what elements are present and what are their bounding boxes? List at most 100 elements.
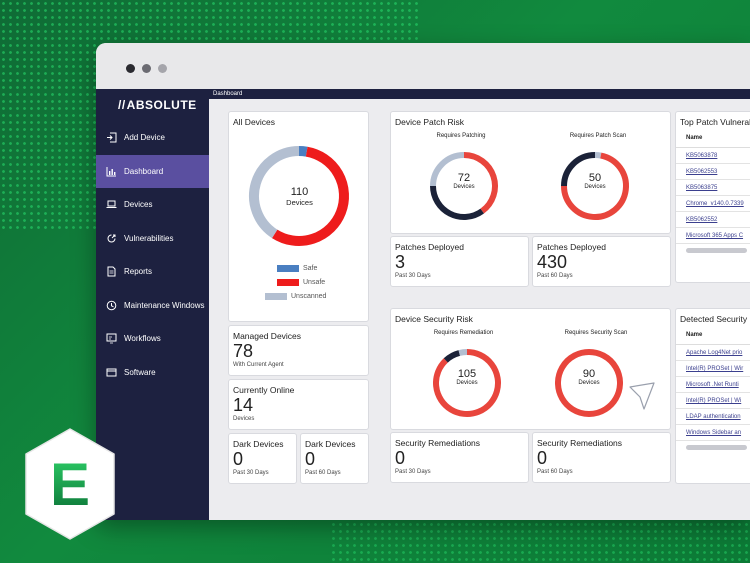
card-title: Patches Deployed: [395, 242, 464, 252]
currently-online-card[interactable]: Currently Online 14 Devices: [228, 379, 369, 430]
remediation-unit: Devices: [456, 380, 478, 386]
table-row[interactable]: LDAP authentication: [676, 409, 750, 425]
table-row[interactable]: KB5063875: [676, 180, 750, 196]
sidebar: // ABSOLUTE Add Device Dashboard Devices Vu…: [96, 89, 209, 520]
window-control-dot[interactable]: [158, 64, 167, 73]
card-title: Dark Devices: [305, 439, 356, 449]
card-title: Currently Online: [233, 385, 295, 395]
card-title: Patches Deployed: [537, 242, 606, 252]
remediation-count: 105: [457, 368, 477, 380]
remed30-count: 0: [395, 448, 406, 468]
sidebar-item-label: Software: [124, 367, 156, 377]
donut-total: 110: [290, 186, 309, 198]
sidebar-item-vulnerabilities[interactable]: Vulnerabilities: [96, 222, 209, 256]
donut-total-label: Devices: [286, 198, 313, 207]
card-title: Dark Devices: [233, 439, 284, 449]
detected-security-card[interactable]: Detected Security Name Apache Log4Net pr…: [675, 308, 750, 484]
top-patch-vulnerabilities-card[interactable]: Top Patch Vulnerab Name KB5063878 KB50625…: [675, 111, 750, 283]
sidebar-item-workflows[interactable]: Workflows: [96, 322, 209, 356]
donut-segment-grey: [594, 152, 602, 159]
sidebar-item-devices[interactable]: Devices: [96, 188, 209, 222]
table-row[interactable]: KB5062552: [676, 212, 750, 228]
managed-subtitle: With Current Agent: [233, 362, 284, 368]
donut-segment-navy: [443, 350, 461, 363]
all-devices-card[interactable]: All Devices 110 Devices Safe Unsafe: [228, 111, 369, 322]
horizontal-scrollbar[interactable]: [686, 248, 747, 253]
remed30-subtitle: Past 30 Days: [395, 469, 431, 475]
requires-patch-scan-label: Requires Patch Scan: [569, 133, 627, 139]
donut-segment-unsafe: [271, 146, 349, 246]
page-title-bar: Dashboard: [209, 89, 750, 99]
sidebar-item-reports[interactable]: Reports: [96, 255, 209, 289]
sidebar-item-software[interactable]: Software: [96, 356, 209, 390]
e-hexagon-badge: E: [25, 428, 115, 540]
all-devices-donut: [249, 146, 349, 246]
table-row[interactable]: Microsoft 365 Apps C: [676, 228, 750, 244]
table-header-name: Name: [676, 324, 750, 345]
table-row[interactable]: Chrome_v140.0.7339: [676, 196, 750, 212]
security-risk-donuts: [433, 349, 623, 417]
mouse-cursor-icon: [629, 382, 655, 410]
table-row[interactable]: Windows Sidebar an: [676, 425, 750, 441]
table-row[interactable]: Intel(R) PROSet | Wi: [676, 393, 750, 409]
table-row[interactable]: Microsoft .Net Runti: [676, 377, 750, 393]
legend-swatch-unsafe: [277, 279, 299, 286]
sidebar-item-label: Devices: [124, 200, 153, 210]
card-title: Security Remediations: [395, 438, 481, 448]
window-titlebar: [96, 43, 750, 89]
remed60-subtitle: Past 60 Days: [537, 469, 573, 475]
managed-count: 78: [233, 341, 254, 361]
security-scan-unit: Devices: [578, 380, 600, 386]
sidebar-item-dashboard[interactable]: Dashboard: [96, 154, 209, 188]
table-row[interactable]: Apache Log4Net prio: [676, 345, 750, 361]
device-patch-risk-card[interactable]: Device Patch Risk Requires Patching Requ…: [390, 111, 671, 234]
donut-segment-red: [463, 152, 498, 214]
page-title: Dashboard: [213, 91, 243, 97]
patch-scan-count: 50: [588, 172, 602, 184]
patches30-count: 3: [395, 252, 406, 272]
table-row[interactable]: Intel(R) PROSet | Wir: [676, 361, 750, 377]
absolute-logo[interactable]: // ABSOLUTE: [96, 89, 209, 121]
card-title: Security Remediations: [537, 438, 623, 448]
requires-remediation-label: Requires Remediation: [433, 330, 494, 336]
logo-slash: //: [118, 98, 126, 112]
dark-devices-60-card[interactable]: Dark Devices 0 Past 60 Days: [300, 433, 369, 484]
window-control-dot[interactable]: [126, 64, 135, 73]
dark60-count: 0: [305, 449, 316, 469]
card-title: Detected Security: [680, 314, 748, 324]
patching-unit: Devices: [453, 184, 475, 190]
sidebar-item-label: Dashboard: [124, 166, 164, 176]
donut-segment-unscanned: [249, 146, 300, 239]
donut-segment-navy: [430, 185, 484, 220]
patches-deployed-30-card[interactable]: Patches Deployed 3 Past 30 Days: [390, 236, 529, 287]
table-row[interactable]: KB5062553: [676, 164, 750, 180]
clock-icon: [106, 300, 117, 311]
security-remediations-60-card[interactable]: Security Remediations 0 Past 60 Days: [532, 432, 671, 483]
table-row[interactable]: KB5063878: [676, 148, 750, 164]
app-window: // ABSOLUTE Add Device Dashboard Devices Vu…: [96, 43, 750, 520]
dark-devices-30-card[interactable]: Dark Devices 0 Past 30 Days: [228, 433, 297, 484]
managed-devices-card[interactable]: Managed Devices 78 With Current Agent: [228, 325, 369, 376]
table-header-name: Name: [676, 127, 750, 148]
requires-patching-label: Requires Patching: [436, 133, 486, 139]
dark30-subtitle: Past 30 Days: [233, 470, 269, 476]
requires-security-scan-label: Requires Security Scan: [564, 330, 628, 336]
device-security-risk-card[interactable]: Device Security Risk Requires Remediatio…: [390, 308, 671, 430]
horizontal-scrollbar[interactable]: [686, 445, 747, 450]
patch-scan-unit: Devices: [584, 184, 606, 190]
sidebar-item-add-device[interactable]: Add Device: [96, 121, 209, 155]
donut-segment-navy: [561, 152, 596, 187]
patching-count: 72: [457, 172, 471, 184]
report-icon: [106, 266, 117, 277]
legend-label-safe: Safe: [303, 265, 318, 272]
sidebar-item-maintenance-windows[interactable]: Maintenance Windows: [96, 289, 209, 323]
patches-deployed-60-card[interactable]: Patches Deployed 430 Past 60 Days: [532, 236, 671, 287]
online-count: 14: [233, 395, 254, 415]
add-device-icon: [106, 132, 117, 143]
dark30-count: 0: [233, 449, 244, 469]
card-title: All Devices: [233, 117, 276, 127]
security-remediations-30-card[interactable]: Security Remediations 0 Past 30 Days: [390, 432, 529, 483]
window-control-dot[interactable]: [142, 64, 151, 73]
card-title: Device Security Risk: [395, 314, 473, 324]
card-title: Device Patch Risk: [395, 117, 464, 127]
